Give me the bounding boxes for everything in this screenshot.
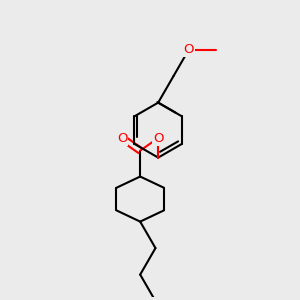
Text: O: O [117,131,128,145]
Text: O: O [153,131,164,145]
Text: O: O [184,43,194,56]
